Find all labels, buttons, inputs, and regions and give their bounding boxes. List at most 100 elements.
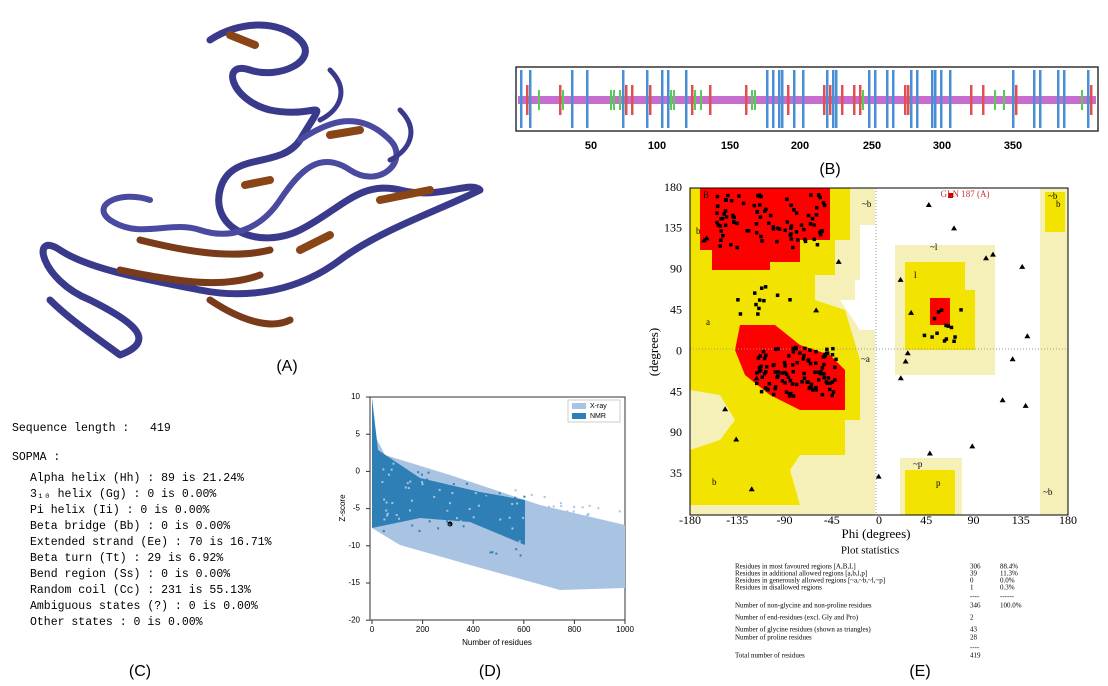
y-axis-label: Z-score [338, 494, 347, 522]
x-tick-label: 200 [416, 625, 430, 634]
scatter-dot [587, 512, 590, 515]
outlier-point [948, 193, 953, 198]
scatter-dot [495, 498, 498, 501]
scatter-dot [606, 537, 609, 540]
scatter-dot [531, 541, 534, 544]
scatter-dot [381, 481, 384, 484]
residue-point [789, 226, 793, 230]
residue-point [790, 382, 795, 386]
x-tick-label: 300 [933, 140, 951, 152]
residue-point [803, 239, 808, 244]
region-label: ~b [1043, 487, 1053, 497]
scatter-dot [535, 519, 538, 522]
scatter-dot [392, 462, 395, 465]
y-axis-label: (degrees) [646, 328, 661, 376]
scatter-dot [438, 502, 441, 505]
residue-point [735, 245, 739, 250]
helix-bar [1033, 70, 1036, 128]
scatter-dot [416, 532, 419, 535]
glycine-point [703, 235, 710, 241]
scatter-dot [528, 540, 531, 543]
residue-point [760, 375, 765, 380]
scatter-dot [547, 505, 550, 508]
residue-point [724, 215, 729, 219]
x-tick-label: -90 [777, 513, 793, 527]
residue-point [821, 200, 826, 205]
scatter-dot [543, 551, 546, 554]
residue-point [834, 357, 838, 362]
helix-bar [766, 70, 769, 128]
residue-point [757, 203, 762, 207]
residue-point [811, 388, 815, 392]
scatter-dot [410, 532, 413, 535]
scatter-dot [383, 518, 386, 521]
residue-point [791, 394, 796, 398]
scatter-dot [549, 562, 552, 565]
y-tick-label: -20 [348, 615, 360, 624]
residue-point [763, 285, 768, 289]
scatter-dot [410, 499, 413, 502]
turn-bar [1081, 90, 1083, 110]
helix-bar [781, 70, 784, 128]
scatter-dot [386, 514, 389, 517]
residue-point [774, 347, 778, 351]
scatter-dot [502, 533, 505, 536]
residue-point [756, 356, 761, 360]
residue-point [758, 354, 763, 358]
scatter-dot [498, 544, 501, 547]
residue-point [814, 388, 818, 392]
strand-bar [649, 85, 652, 115]
turn-bar [538, 90, 540, 110]
legend-swatch [572, 413, 586, 419]
scatter-dot [564, 549, 567, 552]
scatter-dot [549, 549, 552, 552]
residue-point [808, 361, 813, 366]
residue-point [816, 193, 821, 198]
scatter-dot [406, 482, 409, 485]
scatter-dot [609, 525, 612, 528]
residue-point [822, 203, 827, 208]
favoured-region [700, 188, 830, 270]
x-tick-label: 100 [648, 140, 666, 152]
scatter-dot [385, 509, 388, 512]
scatter-dot [517, 530, 520, 533]
scatter-dot [614, 528, 617, 531]
helix-bar [793, 70, 796, 128]
scatter-dot [423, 502, 426, 505]
residue-point [757, 306, 761, 311]
residue-point [775, 293, 780, 298]
residue-point [759, 234, 763, 239]
residue-point [758, 215, 763, 219]
residue-point [759, 364, 763, 369]
residue-point [759, 389, 764, 394]
scatter-dot [599, 567, 602, 570]
residue-point [806, 359, 810, 363]
x-tick-label: 0 [876, 513, 882, 527]
turn-bar [673, 90, 675, 110]
residue-point [715, 211, 719, 215]
scatter-dot [579, 568, 582, 571]
strand-bar [907, 85, 910, 115]
residue-point [794, 346, 799, 351]
residue-point [787, 392, 792, 396]
scatter-dot [535, 529, 538, 532]
residue-point [792, 208, 796, 212]
residue-point [791, 363, 795, 367]
glycine-point [700, 237, 707, 243]
residue-point [922, 333, 927, 338]
stats-cell: 1 [970, 584, 974, 592]
scatter-dot [459, 525, 462, 528]
helix-bar [646, 70, 649, 128]
scatter-dot [534, 518, 537, 521]
residue-point [798, 351, 802, 355]
annotation: GLN 187 (A) [941, 189, 990, 199]
residue-point [762, 371, 767, 376]
scatter-dot [572, 510, 575, 513]
scatter-dot [448, 475, 451, 478]
scatter-dot [548, 545, 551, 548]
allowed-region [1045, 192, 1065, 232]
scatter-dot [483, 518, 486, 521]
scatter-dot [587, 558, 590, 561]
glycine-point [1024, 333, 1031, 339]
scatter-dot [398, 488, 401, 491]
